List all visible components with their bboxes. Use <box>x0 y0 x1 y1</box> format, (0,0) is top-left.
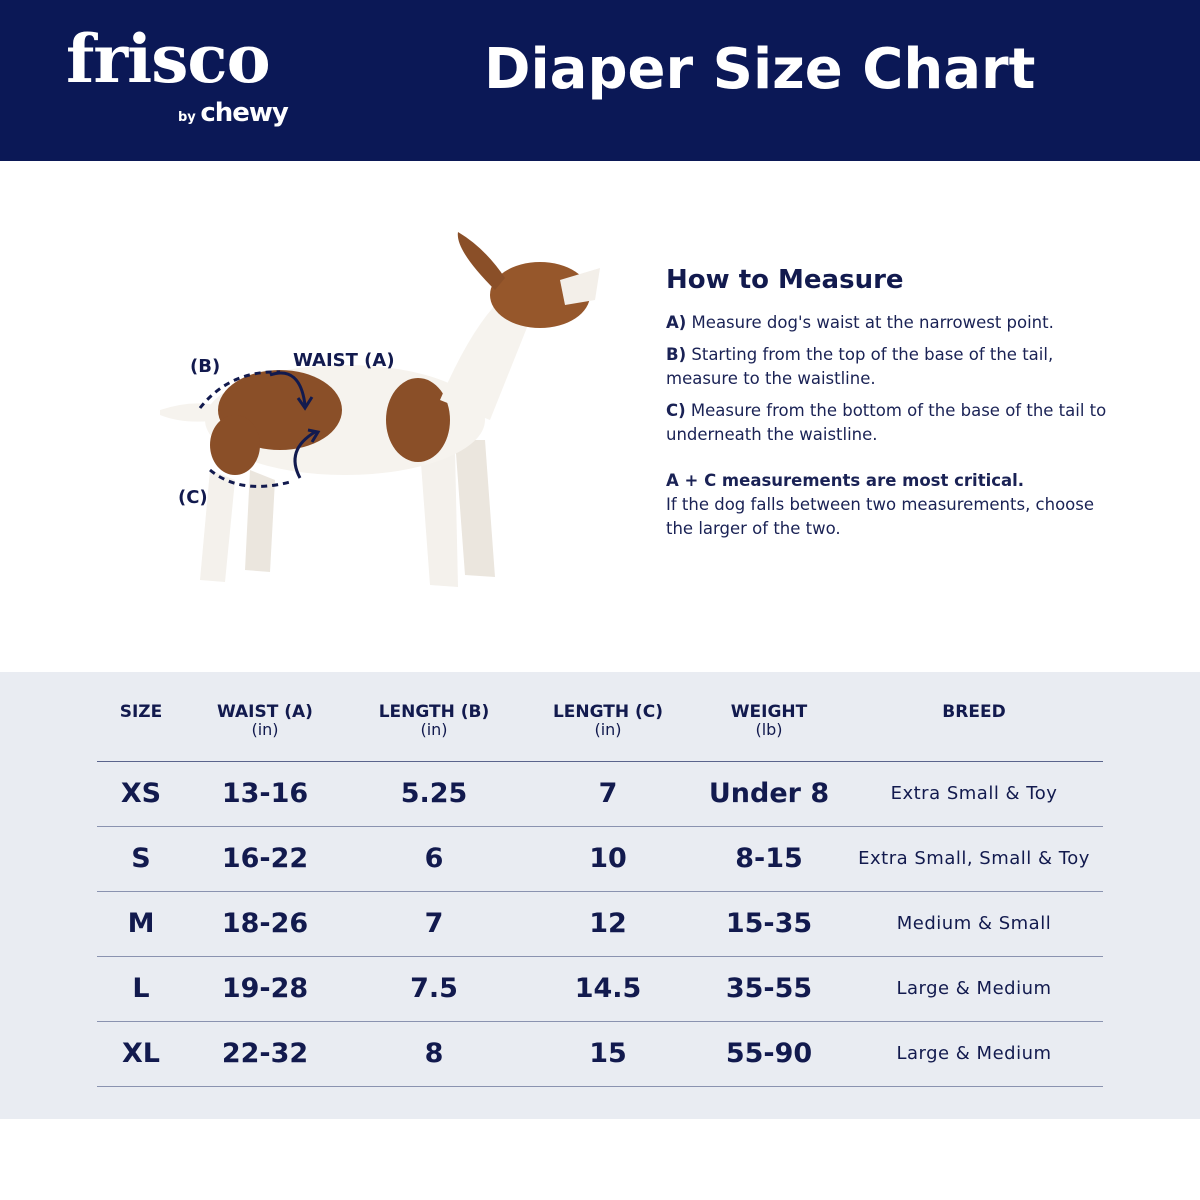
table-cell: 8 <box>345 1021 523 1087</box>
header-banner: frisco by chewy Diaper Size Chart <box>0 0 1200 161</box>
column-header: LENGTH (B) (in) <box>345 692 523 762</box>
label-waist-a: WAIST (A) <box>293 350 395 371</box>
table-cell: XL <box>97 1021 185 1087</box>
table-row: XS 13-16 5.25 7 Under 8 Extra Small & Toy <box>97 761 1103 827</box>
table-cell: Large & Medium <box>845 1021 1103 1087</box>
table-cell: Large & Medium <box>845 956 1103 1022</box>
table-cell: XS <box>97 761 185 827</box>
column-header: WEIGHT (lb) <box>693 692 845 762</box>
table-cell: S <box>97 826 185 892</box>
size-table: SIZE WAIST (A) (in) LENGTH (B) (in) LENGTH (C… <box>97 692 1103 1087</box>
table-cell: 6 <box>345 826 523 892</box>
step-a: A) Measure dog's waist at the narrowest … <box>666 313 1054 332</box>
how-to-measure-panel: How to Measure A) Measure dog's waist at… <box>666 265 1126 549</box>
column-header: LENGTH (C) (in) <box>523 692 693 762</box>
column-header: WAIST (A) (in) <box>185 692 345 762</box>
table-cell: 15 <box>523 1021 693 1087</box>
table-cell: 22-32 <box>185 1021 345 1087</box>
measurement-arrows <box>198 370 321 488</box>
table-cell: L <box>97 956 185 1022</box>
table-cell: Extra Small & Toy <box>845 761 1103 827</box>
dog-illustration <box>160 232 600 587</box>
frisco-logo: frisco by chewy <box>66 20 289 128</box>
table-cell: 5.25 <box>345 761 523 827</box>
table-cell: 7 <box>345 891 523 957</box>
column-header: BREED <box>845 692 1103 762</box>
table-row: L 19-28 7.5 14.5 35-55 Large & Medium <box>97 956 1103 1022</box>
table-cell: M <box>97 891 185 957</box>
how-to-measure-heading: How to Measure <box>666 265 904 295</box>
critical-note: A + C measurements are most critical. If … <box>666 471 1095 538</box>
column-header: SIZE <box>97 692 185 762</box>
table-cell: 19-28 <box>185 956 345 1022</box>
step-c: C) Measure from the bottom of the base o… <box>666 401 1107 444</box>
table-cell: 14.5 <box>523 956 693 1022</box>
table-row: XL 22-32 8 15 55-90 Large & Medium <box>97 1021 1103 1087</box>
table-cell: 7 <box>523 761 693 827</box>
table-cell: 55-90 <box>693 1021 845 1087</box>
table-cell: 18-26 <box>185 891 345 957</box>
table-cell: 7.5 <box>345 956 523 1022</box>
table-cell: 35-55 <box>693 956 845 1022</box>
table-cell: Medium & Small <box>845 891 1103 957</box>
label-c: (C) <box>178 487 208 508</box>
page-title: Diaper Size Chart <box>484 37 1036 102</box>
table-cell: 8-15 <box>693 826 845 892</box>
table-cell: Under 8 <box>693 761 845 827</box>
step-b: B) Starting from the top of the base of … <box>666 345 1054 388</box>
table-cell: Extra Small, Small & Toy <box>845 826 1103 892</box>
table-row: M 18-26 7 12 15-35 Medium & Small <box>97 891 1103 957</box>
table-cell: 16-22 <box>185 826 345 892</box>
table-cell: 12 <box>523 891 693 957</box>
size-table-section: SIZE WAIST (A) (in) LENGTH (B) (in) LENGTH (C… <box>0 672 1200 1119</box>
dog-measurement-illustration: (B) WAIST (A) (C) <box>160 232 600 587</box>
table-cell: 10 <box>523 826 693 892</box>
table-row: S 16-22 6 10 8-15 Extra Small, Small & Toy <box>97 826 1103 892</box>
table-cell: 15-35 <box>693 891 845 957</box>
table-cell: 13-16 <box>185 761 345 827</box>
label-b: (B) <box>190 356 220 377</box>
